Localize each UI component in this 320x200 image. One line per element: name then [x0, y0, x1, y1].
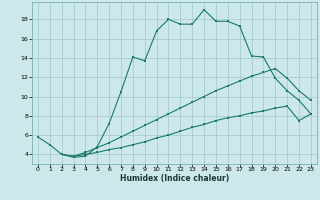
X-axis label: Humidex (Indice chaleur): Humidex (Indice chaleur) [120, 174, 229, 183]
